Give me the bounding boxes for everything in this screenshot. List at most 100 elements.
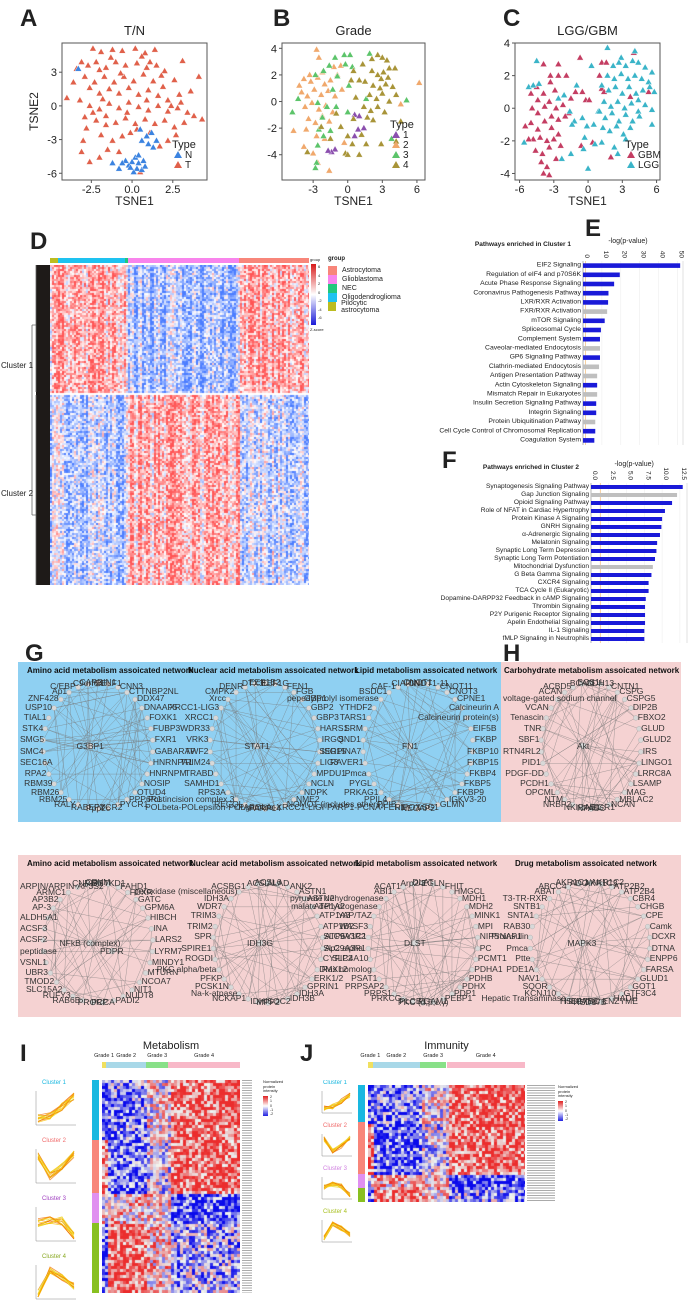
- network-edge: [89, 942, 153, 952]
- legend-label: NEC: [342, 285, 357, 292]
- network-edges: [527, 880, 653, 1006]
- network-edge: [68, 692, 91, 747]
- network-node-label: FOXK1: [149, 711, 178, 722]
- bar: [591, 597, 646, 601]
- network-node: [470, 737, 476, 743]
- network-edge: [568, 937, 650, 1000]
- data-point-t: [156, 142, 164, 149]
- network-node-label: CRYM: [85, 877, 111, 887]
- network-node-label: SERPINA7: [319, 745, 362, 756]
- chart-title: Pathways enriched in Cluster 1: [475, 241, 571, 248]
- network-edge: [63, 989, 114, 1001]
- category-label: Actin Cytoskeleton Signaling: [495, 381, 581, 388]
- network-edge: [89, 745, 119, 805]
- network-node-label: WASF3: [339, 920, 369, 931]
- network-title: Lipid metabolism assoicated network: [355, 859, 498, 868]
- network-edge: [257, 884, 261, 944]
- network-node-label: ISG15: [321, 745, 346, 756]
- network-edge: [530, 948, 638, 980]
- network-edge: [414, 906, 468, 944]
- network-edge: [218, 916, 261, 944]
- network-edge: [44, 892, 69, 929]
- data-point-gbm: [539, 60, 548, 67]
- legend-entry: 2: [403, 140, 409, 151]
- network-node: [415, 680, 421, 686]
- network-node-label: RPA2: [24, 768, 47, 779]
- network-edge: [213, 948, 288, 1000]
- network-node: [529, 923, 535, 930]
- network-node: [115, 684, 121, 690]
- data-point-lgg: [634, 107, 643, 115]
- data-point-gbm: [602, 58, 611, 66]
- network-node: [470, 749, 476, 755]
- cluster-profile-plot: [321, 1177, 352, 1200]
- network-node-label: ACSF2: [20, 934, 48, 945]
- data-point-lgg: [590, 120, 598, 128]
- data-point-4: [367, 106, 375, 114]
- network-node: [464, 976, 470, 982]
- network-node: [440, 996, 446, 1002]
- data-point-3: [346, 50, 354, 58]
- network-node-label: VCAN: [525, 702, 549, 713]
- network-edge: [259, 886, 289, 944]
- bar: [591, 549, 657, 553]
- plot-frame: [61, 42, 208, 181]
- data-point-1: [331, 145, 339, 153]
- network-node-label: PDP1: [453, 988, 477, 998]
- network-node: [635, 976, 641, 982]
- data-point-lgg: [560, 91, 568, 98]
- network-node: [309, 904, 315, 910]
- network-edge: [409, 684, 429, 747]
- data-point-n: [118, 159, 127, 166]
- network-node-label: Xrcc: [208, 693, 226, 704]
- group-legend-title: group: [328, 256, 345, 262]
- network-node: [210, 945, 216, 952]
- profile-line: [323, 1094, 351, 1109]
- network-node-label: SMG5: [20, 734, 45, 745]
- bar-chart-e: Pathways enriched in Cluster 1 -log(p-val…: [439, 238, 684, 445]
- network-node: [468, 726, 474, 732]
- network-edge: [600, 883, 639, 980]
- x-tick-label: -3: [549, 184, 559, 196]
- legend-title: Type: [390, 119, 414, 131]
- network-node-label: ATP1B2: [322, 920, 354, 931]
- network-node: [209, 760, 215, 766]
- group-legend-entry: Astrocytoma: [328, 266, 401, 275]
- bar: [591, 533, 660, 537]
- network-node-label: MPDU1: [316, 768, 346, 779]
- network-edge: [546, 687, 574, 775]
- data-point-1: [324, 146, 332, 154]
- network-node: [252, 681, 258, 687]
- data-point-gbm: [545, 171, 553, 178]
- network-edge: [568, 887, 583, 944]
- network-node-label: SLC15A2: [26, 984, 63, 995]
- network-node-label: Pmca: [506, 942, 528, 953]
- network-node-label: RPS3A: [197, 786, 226, 797]
- data-point-lgg: [648, 68, 656, 75]
- network-node-label: CNOT1-11: [408, 678, 449, 689]
- network-node: [579, 681, 585, 687]
- network-node-label: IGKV3-20: [448, 793, 487, 804]
- legend-label: Pilocytic astrocytoma: [341, 299, 380, 314]
- data-point-2: [315, 53, 323, 61]
- network-node-label: GLUD1: [639, 973, 669, 984]
- data-point-t: [63, 94, 71, 101]
- data-point-gbm: [559, 100, 567, 108]
- network-node-label: TNR: [523, 722, 542, 733]
- panel-j-immunity: Immunity Grade 1 Grade 2 Grade 3 Grade 4 Norm…: [300, 1040, 694, 1302]
- x-tick-label: 5.0: [627, 471, 634, 480]
- network-edge: [542, 728, 584, 747]
- network-edge: [542, 687, 574, 729]
- row-labels: [242, 1080, 252, 1293]
- network-hub-label: G3BP1: [76, 741, 104, 751]
- data-point-t: [95, 153, 104, 161]
- category-label: Insulin Secretion Signaling Pathway: [473, 400, 582, 407]
- data-point-lgg: [609, 61, 617, 69]
- network-node: [272, 681, 278, 687]
- network-node: [383, 984, 389, 990]
- y-tick-label: -4: [500, 168, 510, 180]
- network-node-label: Calcineurin A: [449, 702, 500, 713]
- category-label: Integrin Signaling: [528, 409, 581, 416]
- legend-title: Type: [172, 139, 196, 151]
- data-point-n: [134, 151, 143, 158]
